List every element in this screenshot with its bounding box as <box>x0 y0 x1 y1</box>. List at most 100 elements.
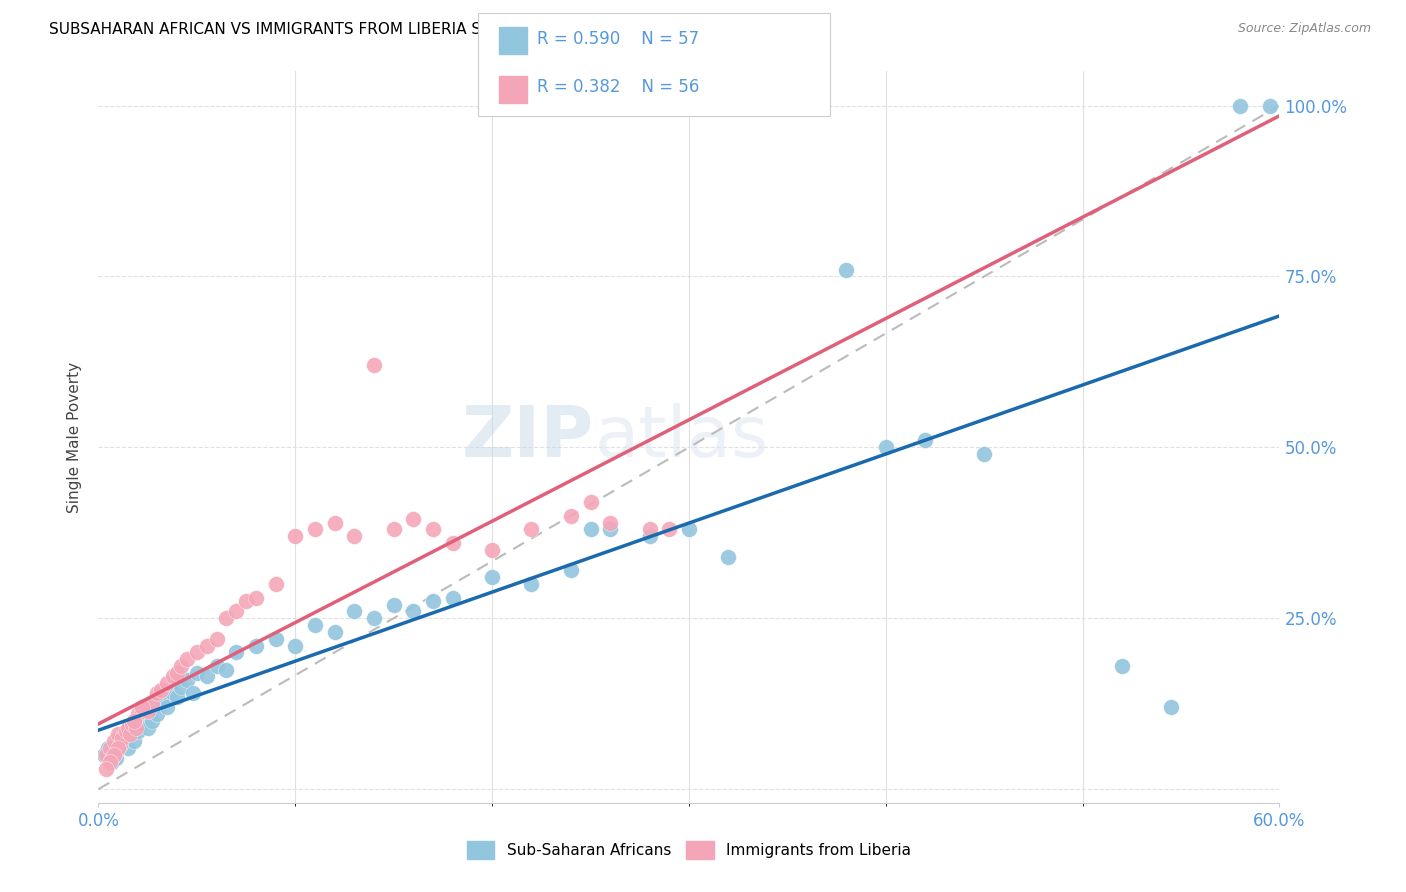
Point <box>560 508 582 523</box>
Point <box>107 738 129 752</box>
Point <box>166 690 188 704</box>
Point <box>264 577 287 591</box>
Y-axis label: Single Male Poverty: Single Male Poverty <box>67 361 83 513</box>
Point <box>136 704 159 718</box>
Point <box>520 522 543 536</box>
Point <box>599 522 621 536</box>
Point <box>382 522 405 536</box>
Point <box>402 512 425 526</box>
Point <box>323 516 346 530</box>
Point <box>107 741 129 756</box>
Point <box>235 594 257 608</box>
Point <box>382 598 405 612</box>
Point <box>875 440 897 454</box>
Point <box>117 721 139 735</box>
Point <box>162 669 184 683</box>
Point <box>560 563 582 577</box>
Point <box>125 721 148 735</box>
Point <box>103 745 125 759</box>
Point <box>156 700 179 714</box>
Point <box>181 686 204 700</box>
Point <box>914 434 936 448</box>
Point <box>186 645 208 659</box>
Text: ZIP: ZIP <box>463 402 595 472</box>
Point <box>579 495 602 509</box>
Point <box>166 665 188 680</box>
Point <box>520 577 543 591</box>
Point <box>717 549 740 564</box>
Point <box>402 604 425 618</box>
Point <box>186 665 208 680</box>
Point <box>105 751 128 765</box>
Point <box>422 522 444 536</box>
Point <box>125 721 148 735</box>
Point <box>973 447 995 461</box>
Point <box>136 721 159 735</box>
Point <box>363 359 385 373</box>
Point <box>162 686 184 700</box>
Point <box>225 645 247 659</box>
Point <box>323 624 346 639</box>
Point <box>304 522 326 536</box>
Point <box>131 704 153 718</box>
Point <box>105 745 128 759</box>
Point <box>122 734 145 748</box>
Text: atlas: atlas <box>595 402 769 472</box>
Point <box>245 591 267 605</box>
Point <box>441 591 464 605</box>
Point <box>215 663 238 677</box>
Point <box>101 751 124 765</box>
Point <box>156 676 179 690</box>
Point <box>638 522 661 536</box>
Point <box>170 659 193 673</box>
Point <box>111 734 134 748</box>
Point <box>101 755 124 769</box>
Point <box>215 611 238 625</box>
Point <box>97 741 120 756</box>
Point <box>1160 700 1182 714</box>
Point <box>107 727 129 741</box>
Point <box>131 700 153 714</box>
Point <box>343 604 366 618</box>
Point <box>150 683 173 698</box>
Point <box>146 686 169 700</box>
Point <box>112 731 135 745</box>
Point <box>579 522 602 536</box>
Point <box>122 714 145 728</box>
Point <box>304 618 326 632</box>
Point <box>195 639 218 653</box>
Point <box>343 529 366 543</box>
Point <box>96 762 118 776</box>
Point <box>103 734 125 748</box>
Point <box>141 714 163 728</box>
Point <box>363 611 385 625</box>
Point <box>195 669 218 683</box>
Point <box>122 714 145 728</box>
Point <box>170 680 193 694</box>
Point <box>205 632 228 646</box>
Point <box>176 652 198 666</box>
Point <box>127 706 149 721</box>
Point <box>835 262 858 277</box>
Point <box>284 639 307 653</box>
Point <box>118 727 141 741</box>
Point <box>1229 98 1251 112</box>
Text: R = 0.590    N = 57: R = 0.590 N = 57 <box>537 30 699 48</box>
Point <box>93 747 115 762</box>
Point <box>599 516 621 530</box>
Point <box>111 731 134 745</box>
Point <box>481 570 503 584</box>
Point <box>422 594 444 608</box>
Text: Source: ZipAtlas.com: Source: ZipAtlas.com <box>1237 22 1371 36</box>
Text: SUBSAHARAN AFRICAN VS IMMIGRANTS FROM LIBERIA SINGLE MALE POVERTY CORRELATION CH: SUBSAHARAN AFRICAN VS IMMIGRANTS FROM LI… <box>49 22 818 37</box>
Legend: Sub-Saharan Africans, Immigrants from Liberia: Sub-Saharan Africans, Immigrants from Li… <box>461 835 917 864</box>
Point <box>481 542 503 557</box>
Point <box>146 706 169 721</box>
Point <box>1111 659 1133 673</box>
Point <box>658 522 681 536</box>
Point <box>135 700 157 714</box>
Point <box>121 717 143 731</box>
Point <box>205 659 228 673</box>
Point <box>245 639 267 653</box>
Point <box>96 747 118 762</box>
